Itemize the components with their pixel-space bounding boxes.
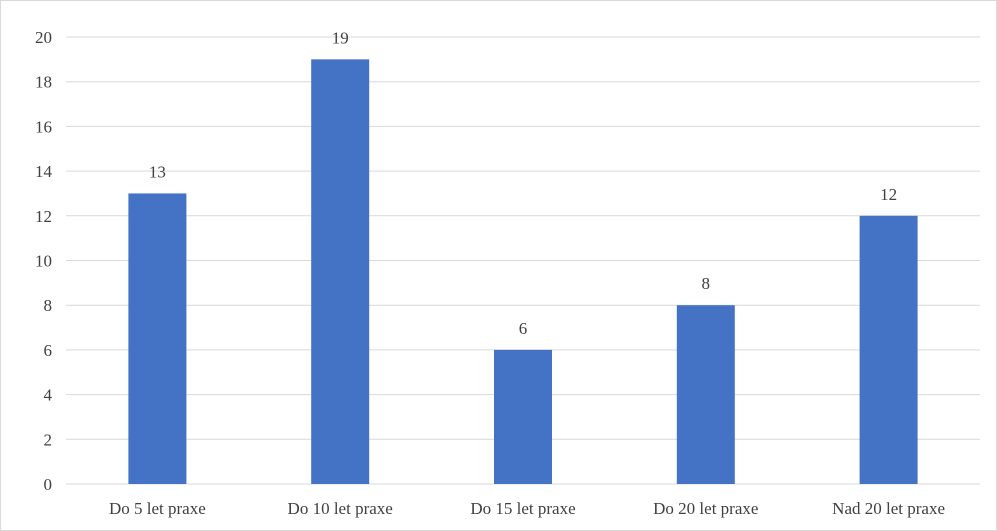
y-tick-label: 0 bbox=[44, 475, 53, 494]
y-tick-label: 16 bbox=[35, 117, 52, 136]
y-tick-label: 14 bbox=[35, 162, 53, 181]
y-tick-label: 4 bbox=[44, 386, 53, 405]
x-axis-category-labels: Do 5 let praxe Do 10 let praxe Do 15 let p… bbox=[109, 499, 945, 518]
bar-1 bbox=[128, 193, 187, 484]
y-tick-label: 12 bbox=[35, 207, 52, 226]
data-labels: 13 19 6 8 12 bbox=[149, 28, 897, 338]
bars bbox=[128, 59, 918, 485]
bar-3 bbox=[494, 349, 552, 484]
bar-5 bbox=[859, 215, 918, 485]
bar-4 bbox=[676, 305, 735, 484]
y-tick-label: 20 bbox=[35, 28, 52, 47]
y-tick-label: 2 bbox=[44, 430, 53, 449]
category-label-4: Do 20 let praxe bbox=[653, 499, 758, 518]
y-axis-tick-labels: 0 2 4 6 8 10 12 14 16 18 20 bbox=[35, 28, 53, 494]
y-tick-label: 8 bbox=[44, 296, 53, 315]
bar-2 bbox=[311, 59, 370, 484]
y-tick-label: 18 bbox=[35, 73, 52, 92]
category-label-5: Nad 20 let praxe bbox=[832, 499, 945, 518]
data-label-1: 13 bbox=[149, 162, 166, 181]
data-label-2: 19 bbox=[332, 28, 349, 47]
data-label-3: 6 bbox=[519, 319, 528, 338]
gridlines bbox=[66, 36, 980, 485]
category-label-1: Do 5 let praxe bbox=[109, 499, 206, 518]
category-label-3: Do 15 let praxe bbox=[470, 499, 575, 518]
category-label-2: Do 10 let praxe bbox=[288, 499, 393, 518]
data-label-5: 12 bbox=[880, 185, 897, 204]
data-label-4: 8 bbox=[702, 274, 711, 293]
y-tick-label: 10 bbox=[35, 252, 52, 271]
y-tick-label: 6 bbox=[44, 341, 53, 360]
